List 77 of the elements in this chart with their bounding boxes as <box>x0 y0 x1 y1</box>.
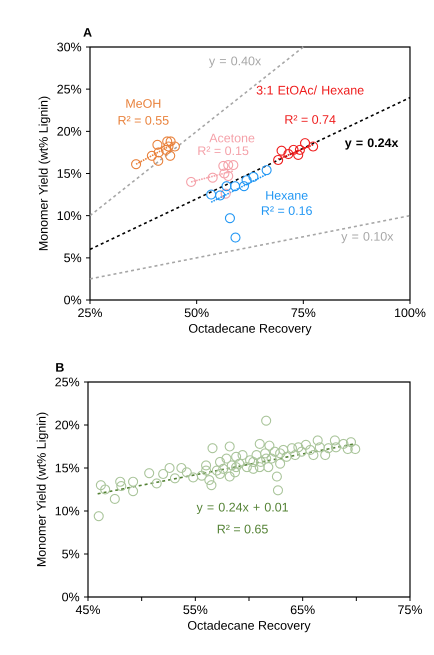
text: y = 0.24x + 0.01 <box>196 502 288 514</box>
y-tick-label: 0% <box>62 592 80 602</box>
point <box>152 140 162 150</box>
x-tick-label: 100% <box>395 308 426 318</box>
x-axis-title: Octadecane Recovery <box>188 620 311 632</box>
point <box>165 150 176 161</box>
y-axis-title: Monomer Yield (wt% Lignin) <box>36 412 48 566</box>
y-tick-label: 15% <box>56 464 80 472</box>
annotation: R² = 0.16 <box>262 206 312 216</box>
annotation: R² = 0.65 <box>218 524 268 534</box>
point <box>288 144 299 155</box>
y-tick-label: 0% <box>64 296 82 304</box>
y-axis-title: Monomer Yield (wt% Lignin) <box>38 96 50 250</box>
point <box>131 159 142 170</box>
annotation: R² = 0.55 <box>118 116 169 125</box>
point <box>223 170 234 182</box>
point <box>220 188 231 199</box>
point <box>283 149 294 160</box>
point <box>230 232 241 243</box>
point <box>163 141 174 152</box>
point <box>242 175 252 186</box>
x-tick-label: 50% <box>184 308 209 318</box>
point <box>308 141 318 152</box>
point <box>166 136 176 146</box>
point <box>224 213 235 224</box>
annotation: R² = 0.74 <box>285 115 336 124</box>
y-tick-label: 10% <box>56 506 80 516</box>
text: MeOH <box>126 99 160 108</box>
point <box>162 136 172 146</box>
point <box>146 150 157 161</box>
y-tick-label: 5% <box>64 253 82 262</box>
series-label: y = 0.10x <box>341 232 394 244</box>
x-tick-label: 65% <box>290 605 315 614</box>
series-label: y = 0.40x <box>208 56 262 68</box>
point <box>170 141 180 152</box>
point <box>160 144 171 155</box>
y-tick-label: 25% <box>55 378 80 386</box>
y-tick-label: 25% <box>57 84 82 94</box>
x-tick-label: 75% <box>292 308 316 318</box>
point <box>223 160 234 170</box>
point <box>218 160 228 171</box>
point <box>215 190 226 200</box>
point <box>228 160 238 170</box>
x-tick-label: 75% <box>398 605 422 614</box>
x-axis-title: Octadecane Recovery <box>188 324 312 336</box>
point <box>293 150 304 160</box>
point <box>219 168 230 179</box>
point <box>238 181 250 192</box>
point <box>221 181 232 192</box>
series-label: Hexane <box>266 191 308 200</box>
series-label: y = 0.24x <box>344 138 398 150</box>
y-tick-label: 30% <box>57 42 82 52</box>
x-tick-label: 25% <box>78 308 102 318</box>
point <box>153 156 164 166</box>
y-tick-label: 15% <box>58 169 82 178</box>
point <box>276 146 287 156</box>
x-tick-label: 45% <box>76 605 100 614</box>
point <box>273 154 284 166</box>
point <box>294 144 305 155</box>
y-tick-label: 20% <box>57 126 82 136</box>
point <box>248 172 258 182</box>
point <box>154 147 164 158</box>
point <box>206 190 216 200</box>
y-tick-label: 10% <box>58 211 82 220</box>
point <box>300 138 310 148</box>
y-tick-label: 20% <box>55 420 80 430</box>
y-tick-label: 5% <box>62 550 80 558</box>
chart-title: B <box>56 363 64 372</box>
series-label: Acetone <box>209 134 254 142</box>
point <box>262 165 272 176</box>
point <box>208 172 218 183</box>
x-tick-label: 55% <box>183 605 208 614</box>
point <box>230 181 240 192</box>
text: 3:1 EtOAc/ Hexane <box>256 85 364 95</box>
point <box>186 176 196 187</box>
chart-title: A <box>83 28 92 37</box>
annotation: R² = 0.15 <box>198 146 248 156</box>
